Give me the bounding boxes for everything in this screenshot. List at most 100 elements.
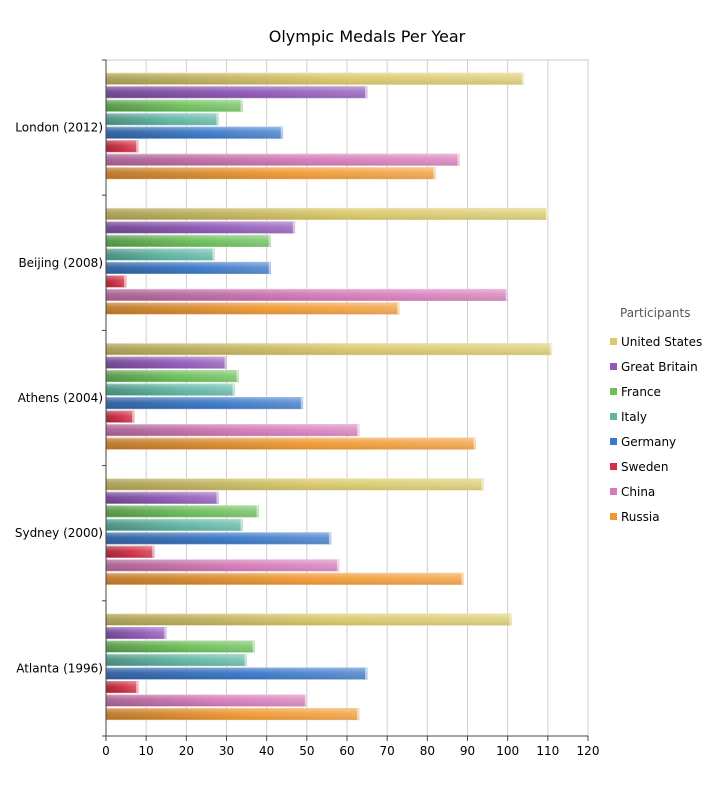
bar-end-cap xyxy=(136,140,139,152)
legend-label: Italy xyxy=(621,410,647,424)
bar-end-cap xyxy=(473,437,476,450)
legend-item[interactable]: China xyxy=(610,485,655,499)
bar-end-cap xyxy=(268,235,271,247)
bar-end-cap xyxy=(457,154,460,166)
legend-label: Great Britain xyxy=(621,360,698,374)
legend-item[interactable]: Sweden xyxy=(610,460,668,474)
bar-highlight xyxy=(106,221,295,234)
bar-highlight xyxy=(106,573,464,585)
bar-highlight xyxy=(106,370,239,382)
bar-highlight xyxy=(106,302,400,315)
legend-swatch xyxy=(610,438,617,445)
bar-end-cap xyxy=(252,640,255,653)
bar-highlight xyxy=(106,343,552,355)
legend-swatch xyxy=(610,388,617,395)
legend-item[interactable]: Great Britain xyxy=(610,360,698,374)
bar-highlight xyxy=(106,397,303,409)
legend-swatch xyxy=(610,363,617,370)
legend-item[interactable]: France xyxy=(610,385,661,399)
category-label: London (2012) xyxy=(15,121,103,135)
legend-item[interactable]: Russia xyxy=(610,510,660,524)
legend-swatch xyxy=(610,338,617,345)
legend-label: Sweden xyxy=(621,460,668,474)
bar-end-cap xyxy=(256,505,259,518)
bar-end-cap xyxy=(240,100,243,112)
x-tick-label: 90 xyxy=(460,744,475,758)
bar-end-cap xyxy=(152,546,155,558)
bar-end-cap xyxy=(545,208,548,220)
bar-highlight xyxy=(106,248,215,261)
bar-highlight xyxy=(106,667,368,680)
x-tick-label: 40 xyxy=(259,744,274,758)
bar-highlight xyxy=(106,559,339,572)
legend-swatch xyxy=(610,463,617,470)
bar-highlight xyxy=(106,100,243,112)
bar-end-cap xyxy=(300,397,303,409)
bar-highlight xyxy=(106,708,360,720)
legend-item[interactable]: United States xyxy=(610,335,702,349)
bar-end-cap xyxy=(224,356,227,369)
bar-highlight xyxy=(106,492,219,504)
bar-highlight xyxy=(106,73,524,85)
legend-label: China xyxy=(621,485,655,499)
bar-highlight xyxy=(106,127,283,139)
bar-end-cap xyxy=(328,532,331,545)
bar-highlight xyxy=(106,505,259,518)
legend-title: Participants xyxy=(620,306,691,320)
bar-highlight xyxy=(106,640,255,653)
bar-highlight xyxy=(106,424,360,436)
x-tick-label: 20 xyxy=(179,744,194,758)
bar-end-cap xyxy=(124,275,127,288)
bar-end-cap xyxy=(212,248,215,261)
bar-highlight xyxy=(106,154,460,166)
bar-highlight xyxy=(106,478,484,491)
bar-highlight xyxy=(106,532,331,545)
bar-highlight xyxy=(106,519,243,531)
bar-end-cap xyxy=(365,86,368,98)
x-tick-label: 10 xyxy=(139,744,154,758)
bar-end-cap xyxy=(232,383,235,396)
bar-highlight xyxy=(106,546,155,558)
bar-end-cap xyxy=(280,127,283,139)
bar-end-cap xyxy=(132,410,135,423)
bar-end-cap xyxy=(433,167,436,179)
bars xyxy=(105,72,553,721)
legend-item[interactable]: Germany xyxy=(610,435,676,449)
bar-end-cap xyxy=(461,573,464,585)
bar-highlight xyxy=(106,681,139,693)
legend-label: Russia xyxy=(621,510,660,524)
bar-end-cap xyxy=(336,559,339,572)
bar-highlight xyxy=(106,86,368,98)
x-tick-label: 100 xyxy=(496,744,519,758)
legend-swatch xyxy=(610,488,617,495)
category-label: Atlanta (1996) xyxy=(16,661,103,675)
bar-end-cap xyxy=(240,519,243,531)
x-tick-label: 120 xyxy=(577,744,600,758)
bar-highlight xyxy=(106,627,167,639)
bar-highlight xyxy=(106,694,307,707)
bar-highlight xyxy=(106,437,476,450)
bar-end-cap xyxy=(481,478,484,491)
bar-end-cap xyxy=(357,424,360,436)
legend-label: Germany xyxy=(621,435,676,449)
bar-end-cap xyxy=(236,370,239,382)
legend-item[interactable]: Italy xyxy=(610,410,647,424)
bar-end-cap xyxy=(509,613,512,626)
axes: London (2012) Beijing (2008) Athens (2004)… xyxy=(15,59,600,758)
x-tick-label: 70 xyxy=(380,744,395,758)
legend-label: France xyxy=(621,385,661,399)
bar-highlight xyxy=(106,383,235,396)
bar-end-cap xyxy=(357,708,360,720)
bar-highlight xyxy=(106,410,135,423)
x-tick-label: 50 xyxy=(299,744,314,758)
bar-highlight xyxy=(106,262,271,274)
bar-highlight xyxy=(106,275,127,288)
bar-end-cap xyxy=(292,221,295,234)
bar-highlight xyxy=(106,356,227,369)
x-tick-label: 60 xyxy=(339,744,354,758)
legend-swatch xyxy=(610,513,617,520)
bar-end-cap xyxy=(268,262,271,274)
bar-end-cap xyxy=(365,667,368,680)
